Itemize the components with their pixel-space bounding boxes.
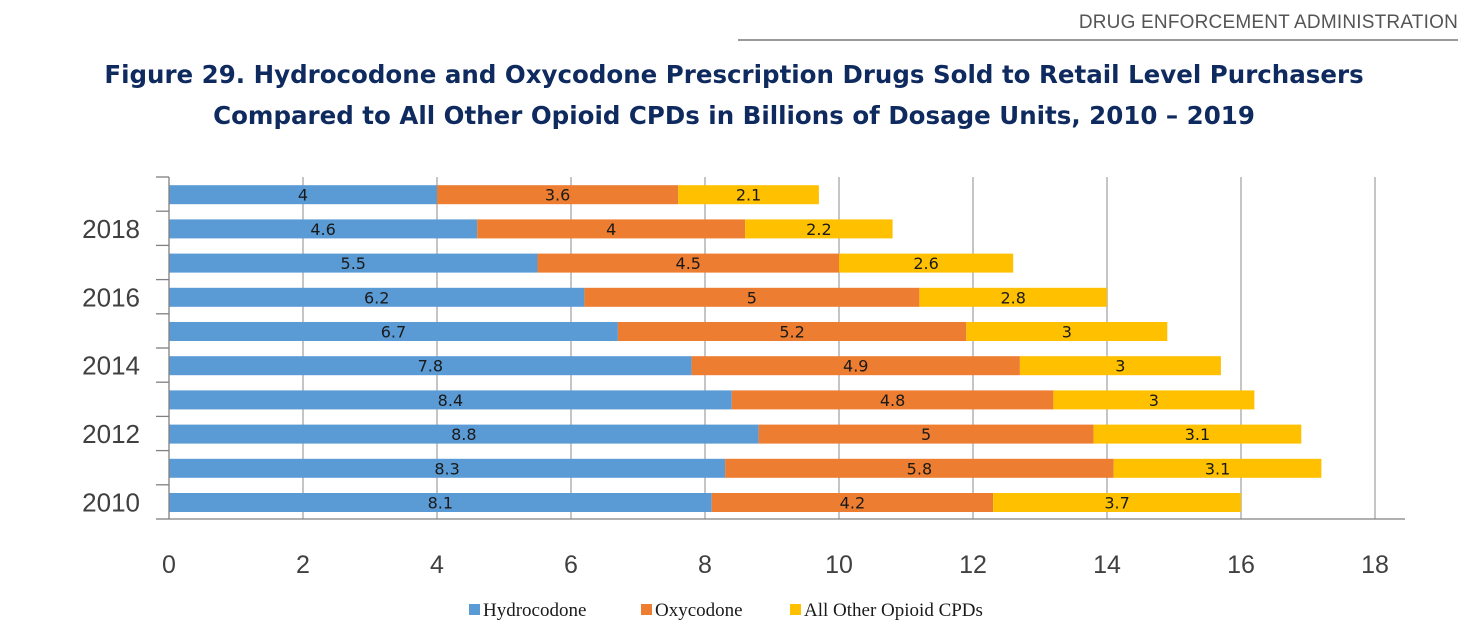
y-tick-label: 2018: [82, 214, 140, 244]
x-tick-label: 18: [1361, 551, 1389, 579]
bar-hydrocodone-2016: [169, 287, 585, 307]
agency-name: DRUG ENFORCEMENT ADMINISTRATION: [1078, 12, 1458, 33]
data-label: 3.1: [1205, 459, 1230, 478]
data-label: 2.6: [913, 254, 938, 273]
bar-oxycodone-2014: [691, 356, 1020, 376]
data-label: 5: [747, 288, 757, 307]
data-label: 4.8: [880, 391, 905, 410]
bar-hydrocodone-2012: [169, 424, 759, 444]
data-label: 6.7: [381, 323, 406, 342]
data-label: 4: [606, 220, 616, 239]
data-label: 5.5: [341, 254, 366, 273]
x-tick-label: 16: [1227, 551, 1255, 579]
data-label: 7.8: [418, 357, 443, 376]
data-label: 8.8: [451, 425, 476, 444]
y-tick-label: 2010: [82, 488, 140, 518]
y-tick-label: 2014: [82, 351, 140, 381]
bar-hydrocodone-2017: [169, 253, 538, 273]
bar-oxycodone-2013: [731, 390, 1054, 410]
data-label: 4.5: [676, 254, 701, 273]
bar-all-other-opioid-cpds-2016: [919, 287, 1107, 307]
data-label: 3.6: [545, 186, 570, 205]
bar-hydrocodone-2010: [169, 493, 712, 512]
bar-all-other-opioid-cpds-2010: [993, 493, 1241, 512]
bar-all-other-opioid-cpds-2012: [1093, 424, 1302, 444]
bars: 8.1 4.2 3.7 8.3 5.8 3.1 8.8 5 3.1 8.4 4.8 3 7.8 4.9 3 6…: [169, 185, 1322, 513]
bar-hydrocodone-2011: [169, 458, 726, 478]
bar-hydrocodone-2015: [169, 322, 618, 341]
data-label: 3.7: [1104, 494, 1129, 513]
bar-oxycodone-2017: [537, 253, 839, 273]
data-label: 2.1: [736, 186, 761, 205]
bar-all-other-opioid-cpds-2015: [966, 322, 1168, 341]
x-tick-label: 8: [698, 551, 712, 579]
bar-hydrocodone-2018: [169, 219, 478, 239]
x-tick-label: 0: [162, 551, 176, 579]
legend-swatch: [469, 604, 480, 615]
data-label: 5.8: [907, 459, 932, 478]
legend-label: All Other Opioid CPDs: [804, 600, 983, 621]
legend-swatch: [641, 604, 652, 615]
data-label: 2.2: [806, 220, 831, 239]
figure-title-line1: Figure 29. Hydrocodone and Oxycodone Pre…: [104, 60, 1364, 89]
legend-label: Hydrocodone: [483, 600, 586, 621]
data-label: 2.8: [1000, 288, 1025, 307]
bar-all-other-opioid-cpds-2011: [1113, 458, 1322, 478]
x-tick-label: 12: [959, 551, 987, 579]
y-tick-label: 2012: [82, 419, 140, 449]
data-label: 4: [298, 186, 308, 205]
x-tick-label: 6: [564, 551, 578, 579]
bar-oxycodone-2015: [617, 322, 967, 341]
bar-oxycodone-2019: [437, 185, 679, 205]
figure-title-line2: Compared to All Other Opioid CPDs in Bil…: [213, 101, 1255, 130]
data-label: 8.1: [428, 494, 453, 513]
bar-all-other-opioid-cpds-2017: [839, 253, 1014, 273]
y-tick-label: 2016: [82, 282, 140, 312]
header-rule: [738, 39, 1458, 41]
bar-hydrocodone-2014: [169, 356, 692, 376]
data-label: 3.1: [1185, 425, 1210, 444]
bar-oxycodone-2016: [584, 287, 920, 307]
legend: Hydrocodone Oxycodone All Other Opioid CPD…: [469, 600, 983, 621]
data-label: 6.2: [364, 288, 389, 307]
data-label: 5: [921, 425, 931, 444]
bar-oxycodone-2012: [758, 424, 1094, 444]
data-label: 4.9: [843, 357, 868, 376]
data-label: 4.2: [840, 494, 865, 513]
data-label: 3: [1062, 323, 1072, 342]
bar-all-other-opioid-cpds-2019: [678, 185, 819, 205]
data-label: 8.3: [434, 459, 459, 478]
bar-all-other-opioid-cpds-2013: [1053, 390, 1255, 410]
bar-oxycodone-2018: [477, 219, 746, 239]
legend-label: Oxycodone: [655, 600, 743, 621]
axes: 0 2 4 6 8 10 12 14 16 18 2010 2012 2014 2016 2018: [82, 176, 1405, 579]
data-label: 3: [1149, 391, 1159, 410]
data-label: 4.6: [310, 220, 335, 239]
bar-all-other-opioid-cpds-2018: [745, 219, 893, 239]
bar-hydrocodone-2013: [169, 390, 732, 410]
x-tick-label: 2: [296, 551, 310, 579]
data-label: 3: [1115, 357, 1125, 376]
x-tick-label: 4: [430, 551, 444, 579]
data-label: 8.4: [438, 391, 463, 410]
x-tick-label: 14: [1093, 551, 1121, 579]
bar-oxycodone-2011: [725, 458, 1114, 478]
legend-swatch: [790, 604, 801, 615]
data-label: 5.2: [779, 323, 804, 342]
x-tick-label: 10: [825, 551, 853, 579]
bar-hydrocodone-2019: [169, 185, 437, 205]
bar-oxycodone-2010: [711, 493, 994, 512]
bar-all-other-opioid-cpds-2014: [1019, 356, 1221, 376]
